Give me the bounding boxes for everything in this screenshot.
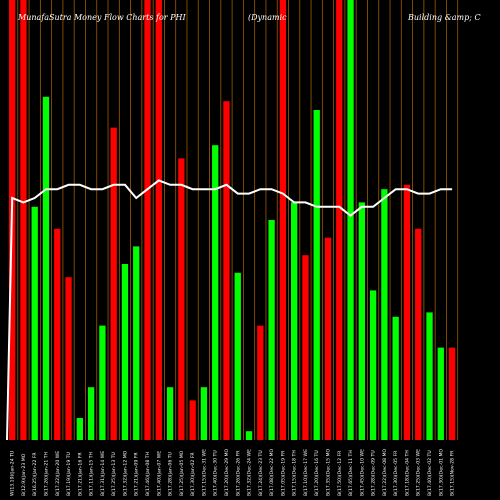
flow-bar — [178, 158, 185, 440]
flow-bar — [223, 101, 230, 440]
grid-lines — [17, 0, 459, 440]
flow-bar — [268, 220, 275, 440]
chart-title-part-1: MunafaSutra Money Flow Charts for PHI — [17, 13, 186, 22]
x-tick-label: B(12.9)(Jan-23 MO — [21, 453, 27, 496]
flow-bar — [65, 277, 72, 440]
x-tick-label: B(17.40)(Jan-07 WE — [156, 451, 162, 496]
x-tick-label: B(17.20)(Dec-16 TU — [314, 450, 320, 496]
flow-bar — [212, 145, 219, 440]
x-tick-label: B(17.46)(Jan-08 TH — [145, 452, 151, 496]
flow-bar — [313, 110, 320, 440]
flow-bar — [448, 347, 456, 440]
flow-bar — [291, 202, 298, 440]
flow-bar — [144, 0, 151, 440]
flow-bar — [31, 206, 38, 440]
x-tick-label: B(17.25)(Jan-05 MO — [179, 450, 185, 496]
flow-bar — [189, 400, 196, 440]
flow-bar — [121, 264, 129, 440]
x-tick-label: B(17.30)(Dec-05 FR — [393, 450, 399, 496]
flow-bar — [369, 290, 377, 440]
x-tick-label: B(17.32)(Dec-24 WE — [247, 449, 253, 496]
x-tick-label: B(17.28)(Dec-09 TU — [371, 450, 377, 496]
flow-bar — [257, 325, 264, 440]
x-tick-label: B(17.30)(Jan-02 FR — [190, 452, 196, 496]
x-tick-label: B(17.26)(Dec-26 FR — [235, 450, 241, 496]
x-tick-label: B(17.24)(Dec-23 TU — [258, 450, 264, 496]
flow-bar — [381, 189, 388, 440]
x-tick-label: B(16.25)(Jan-22 FR — [32, 452, 38, 496]
x-tick-label: B(17.15)(Nov-28 FR — [450, 450, 456, 496]
x-tick-label: B(17.08)(Dec-22 MO — [269, 449, 275, 496]
x-tick-label: B(17.40)(Dec-30 TU — [213, 450, 219, 496]
x-tick-label: B(17.21)(Jan-16 FR — [77, 452, 83, 496]
x-tick-label: B(17.18)(Dec-04 TH — [404, 450, 410, 496]
x-tick-label: B(17.05)(Dec-19 FR — [280, 450, 286, 496]
chart-title-part-3: Building &amp; C — [407, 13, 481, 22]
flow-bar — [133, 246, 140, 440]
flow-bar — [110, 127, 117, 440]
x-tick-label: B(17.28)(Jan-06 TU — [168, 452, 174, 496]
x-tick-label: B(17.22)(Jan-20 WE — [55, 451, 61, 496]
x-tick-label: B(17.35)(Dec-15 MO — [326, 449, 332, 496]
x-tick-label: B(17.40)(Dec-02 TU — [427, 450, 433, 496]
flow-bar — [324, 237, 332, 440]
flow-bar — [279, 0, 287, 440]
flow-bar — [54, 228, 61, 440]
flow-bar — [99, 325, 106, 440]
flow-bar — [302, 255, 309, 440]
x-tick-label: B(17.22)(Dec-08 MO — [382, 449, 388, 496]
flow-bar — [200, 387, 208, 440]
x-tick-label: B(17.50)(Dec-12 FR — [337, 450, 343, 496]
x-tick-label: B(17.19)(Jan-19 TU — [66, 452, 72, 496]
flow-bar — [234, 272, 241, 440]
flow-bar — [392, 316, 399, 440]
x-tick-label: B(17.30)(Dec-01 MO — [438, 449, 444, 496]
flow-bar — [87, 387, 95, 440]
flow-bar — [155, 0, 162, 440]
x-tick-label: B(17.25)(Jan-13 TU — [111, 452, 117, 496]
flow-bar — [358, 202, 365, 440]
flow-bar — [415, 228, 422, 440]
flow-bar — [347, 0, 354, 440]
x-tick-label: B(17.21)(Jan-09 FR — [134, 452, 140, 496]
x-tick-label: B(17.20)(Dec-29 MO — [224, 449, 230, 496]
x-tick-label: B(17.65)(Dec-11 TH — [348, 450, 354, 496]
average-line — [6, 179, 453, 441]
x-tick-label: B(17.15)(Dec-18 TH — [292, 450, 298, 496]
flow-bar — [245, 431, 253, 440]
x-tick-label: W(13.19)(Jan-24 TU — [10, 451, 16, 496]
x-tick-label: B(17.31)(Jan-14 WE — [100, 451, 106, 496]
x-tick-label: B(17.10)(Dec-17 WE — [303, 449, 309, 496]
x-axis-tick-labels: W(13.19)(Jan-24 TU B(12.9)(Jan-23 MO B(16.… — [10, 449, 456, 496]
flow-bar — [42, 96, 50, 441]
x-tick-label: B(17.25)(Dec-03 WE — [416, 449, 422, 496]
flow-bar — [426, 312, 433, 440]
x-tick-label: B(17.32)(Jan-12 MO — [123, 450, 129, 496]
x-tick-label: B(17.15)(Dec-31 WE — [201, 449, 207, 496]
chart-title-part-2: (Dynamic — [248, 13, 287, 22]
flow-bar — [437, 347, 444, 440]
x-tick-label: B(17.11)(Jan-15 TH — [89, 452, 95, 496]
flow-bar — [76, 418, 83, 440]
x-tick-label: B(17.26)(Jan-21 TH — [44, 452, 50, 496]
x-tick-label: B(17.45)(Dec-10 WE — [359, 449, 365, 496]
flow-bar — [403, 184, 411, 440]
average-line-series — [6, 179, 453, 441]
flow-bar — [20, 0, 27, 440]
flow-bar — [166, 387, 174, 440]
flow-bar — [336, 0, 343, 440]
chart-title: MunafaSutra Money Flow Charts for PHI (D… — [17, 13, 481, 22]
